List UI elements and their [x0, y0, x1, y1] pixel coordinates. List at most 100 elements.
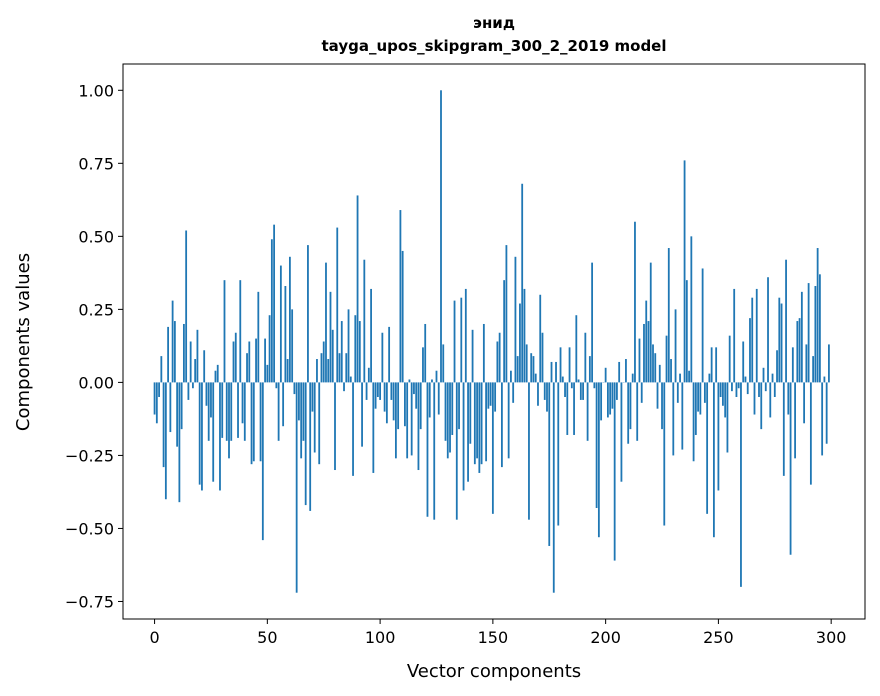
bar — [528, 382, 530, 520]
bar — [521, 183, 524, 383]
bar — [275, 382, 278, 389]
bar — [742, 341, 745, 383]
bar — [225, 382, 228, 441]
bar — [503, 280, 506, 383]
bar — [449, 382, 451, 453]
bar — [185, 230, 188, 383]
bar — [431, 379, 433, 383]
bar — [361, 382, 363, 447]
bar — [555, 361, 557, 383]
bar — [593, 382, 596, 389]
bar — [406, 382, 409, 459]
bar — [372, 382, 375, 473]
bar — [176, 382, 179, 447]
bar — [480, 382, 483, 465]
bar — [352, 382, 354, 476]
bar — [746, 382, 749, 395]
bar — [489, 382, 492, 406]
bar — [476, 382, 478, 459]
bar — [320, 353, 323, 383]
bar — [232, 341, 235, 383]
bar — [557, 382, 560, 526]
bar — [302, 382, 305, 441]
bar — [182, 323, 185, 383]
bar — [162, 382, 165, 468]
bar — [221, 382, 224, 438]
bar — [257, 291, 260, 383]
bar — [701, 268, 704, 383]
bar — [453, 300, 456, 383]
plot-frame — [122, 63, 866, 620]
bar — [510, 370, 512, 383]
bar — [532, 356, 535, 383]
bar — [187, 382, 190, 400]
bar — [568, 347, 571, 383]
bar — [286, 359, 289, 383]
y-axis: −0.75 −0.50 −0.25 0.00 0.25 0.50 0.75 1.00 — [65, 81, 123, 611]
bar — [597, 382, 600, 538]
bar — [437, 382, 440, 415]
bar — [327, 359, 330, 383]
bar — [519, 303, 521, 383]
x-tick-label: 150 — [478, 628, 509, 647]
bar — [782, 382, 785, 476]
bar — [433, 382, 436, 520]
bar — [304, 382, 307, 506]
bar — [295, 382, 298, 593]
bar — [620, 382, 623, 482]
bar — [293, 382, 296, 395]
bar — [672, 382, 675, 456]
bar — [724, 382, 727, 418]
bar — [390, 382, 393, 400]
bar — [654, 353, 657, 383]
bar — [656, 382, 659, 409]
bar — [277, 382, 280, 441]
bar — [791, 347, 794, 383]
bar — [345, 353, 348, 383]
bar — [487, 382, 490, 409]
bar — [647, 321, 650, 383]
bar — [379, 382, 382, 400]
bar — [640, 382, 643, 403]
bar — [821, 382, 824, 456]
bar — [582, 382, 584, 400]
x-tick-label: 100 — [365, 628, 396, 647]
bar — [388, 326, 391, 383]
bar — [401, 250, 404, 383]
bar — [300, 382, 303, 459]
bar — [419, 382, 422, 430]
y-tick-label: −0.75 — [65, 592, 114, 611]
bar — [219, 382, 221, 491]
bar — [609, 382, 612, 415]
bar — [264, 338, 266, 383]
bar — [173, 321, 176, 383]
bar — [715, 347, 718, 383]
bar — [823, 376, 826, 383]
bar — [537, 382, 539, 406]
bar — [559, 347, 562, 383]
bar — [500, 382, 503, 468]
bar — [523, 288, 526, 383]
bar — [210, 382, 212, 418]
bar — [167, 326, 170, 383]
bar — [740, 382, 742, 587]
bar — [618, 361, 621, 383]
bar — [753, 382, 756, 415]
bar — [550, 361, 553, 383]
bar — [717, 382, 720, 491]
bar — [415, 382, 418, 409]
bar — [178, 382, 181, 503]
bar — [417, 382, 420, 471]
bar — [444, 382, 447, 441]
bar — [169, 382, 172, 433]
bar — [363, 259, 366, 383]
x-axis: 0 50 100 150 200 250 300 — [149, 619, 846, 647]
bar — [785, 259, 787, 383]
bar — [573, 382, 575, 435]
bar — [250, 382, 253, 465]
bar — [588, 356, 591, 383]
bar — [288, 256, 291, 383]
bar — [322, 341, 325, 383]
bar — [762, 367, 765, 383]
